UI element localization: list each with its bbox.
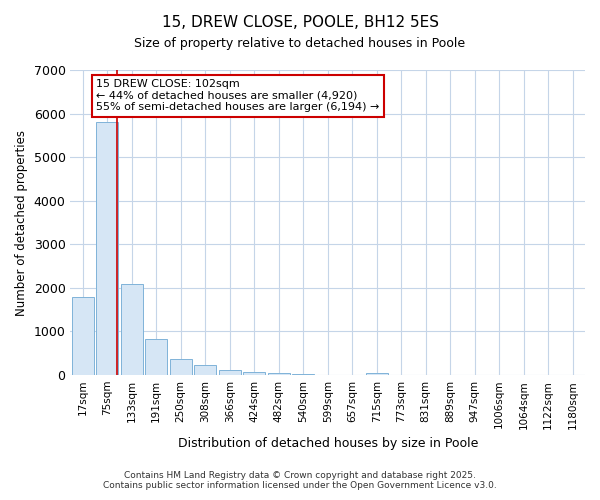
Bar (71, 296, 94, 375)
Bar (218, 370, 241, 375)
Bar (194, 365, 216, 375)
Bar (292, 374, 314, 375)
Bar (121, 284, 143, 375)
Bar (268, 372, 290, 375)
Text: Size of property relative to detached houses in Poole: Size of property relative to detached ho… (134, 38, 466, 51)
X-axis label: Distribution of detached houses by size in Poole: Distribution of detached houses by size … (178, 437, 478, 450)
Bar (96, 122, 118, 375)
Y-axis label: Number of detached properties: Number of detached properties (15, 130, 28, 316)
Bar (145, 339, 167, 375)
Bar (243, 372, 265, 375)
Text: 15, DREW CLOSE, POOLE, BH12 5ES: 15, DREW CLOSE, POOLE, BH12 5ES (161, 15, 439, 30)
Text: 15 DREW CLOSE: 102sqm
← 44% of detached houses are smaller (4,920)
55% of semi-d: 15 DREW CLOSE: 102sqm ← 44% of detached … (96, 79, 380, 112)
Bar (365, 373, 388, 375)
Bar (170, 360, 192, 375)
Text: Contains HM Land Registry data © Crown copyright and database right 2025.
Contai: Contains HM Land Registry data © Crown c… (103, 470, 497, 490)
